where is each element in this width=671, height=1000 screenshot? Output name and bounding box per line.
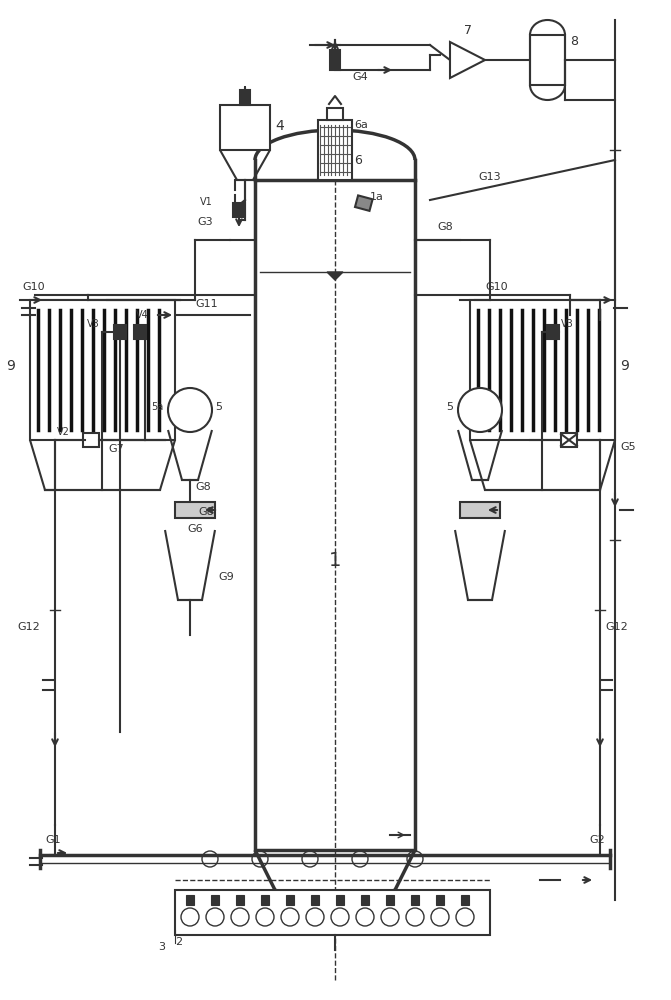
Bar: [114, 325, 126, 339]
Bar: [240, 90, 250, 105]
Bar: [461, 895, 469, 905]
Bar: [311, 895, 319, 905]
Bar: [530, 35, 565, 85]
Bar: [255, 180, 415, 850]
Text: 2: 2: [175, 937, 182, 947]
Text: G8: G8: [198, 507, 214, 517]
Text: G13: G13: [478, 172, 501, 182]
Bar: [211, 895, 219, 905]
Text: G4: G4: [352, 72, 368, 82]
Bar: [175, 890, 490, 935]
Text: G1: G1: [45, 835, 60, 845]
Bar: [547, 325, 559, 339]
Bar: [336, 895, 344, 905]
Text: V1: V1: [200, 197, 213, 207]
Circle shape: [168, 388, 212, 432]
Bar: [318, 120, 352, 180]
Text: G7: G7: [108, 444, 123, 454]
Text: 5a: 5a: [151, 402, 163, 412]
Text: 6: 6: [354, 153, 362, 166]
Text: 9: 9: [6, 359, 15, 373]
Text: G2: G2: [589, 835, 605, 845]
Text: G10: G10: [485, 282, 508, 292]
Bar: [561, 433, 577, 447]
Text: 6a: 6a: [354, 120, 368, 130]
Text: 1a: 1a: [370, 192, 384, 202]
Bar: [355, 195, 372, 211]
Bar: [186, 895, 194, 905]
Polygon shape: [450, 42, 485, 78]
Text: G10: G10: [22, 282, 45, 292]
Circle shape: [458, 388, 502, 432]
Bar: [361, 895, 369, 905]
Text: V2: V2: [57, 427, 70, 437]
Text: 8: 8: [570, 35, 578, 48]
Text: 3: 3: [158, 942, 165, 952]
Bar: [411, 895, 419, 905]
Bar: [175, 502, 215, 518]
Bar: [436, 895, 444, 905]
Text: G5: G5: [620, 442, 635, 452]
Text: G11: G11: [195, 299, 217, 309]
Bar: [236, 895, 244, 905]
Bar: [30, 300, 175, 440]
Text: G12: G12: [605, 622, 628, 632]
Text: 1: 1: [329, 550, 341, 570]
Polygon shape: [327, 272, 343, 280]
Text: V4: V4: [136, 310, 149, 320]
Text: 5: 5: [215, 402, 222, 412]
Bar: [134, 325, 146, 339]
Text: G9: G9: [218, 572, 234, 582]
Bar: [83, 433, 99, 447]
Bar: [327, 108, 343, 120]
Bar: [460, 502, 500, 518]
Bar: [261, 895, 269, 905]
Text: G6: G6: [187, 524, 203, 534]
Bar: [330, 50, 340, 70]
Bar: [470, 300, 615, 440]
Text: G8: G8: [437, 222, 453, 232]
Bar: [233, 203, 245, 217]
Text: G8: G8: [195, 482, 211, 492]
Text: G3: G3: [197, 217, 213, 227]
Text: 9: 9: [620, 359, 629, 373]
Text: V3: V3: [561, 319, 574, 329]
Text: 5: 5: [446, 402, 453, 412]
Text: 7: 7: [464, 24, 472, 37]
Text: 4: 4: [275, 119, 284, 133]
Bar: [220, 105, 270, 150]
Text: G12: G12: [17, 622, 40, 632]
Bar: [386, 895, 394, 905]
Bar: [286, 895, 294, 905]
Text: V3: V3: [87, 319, 100, 329]
